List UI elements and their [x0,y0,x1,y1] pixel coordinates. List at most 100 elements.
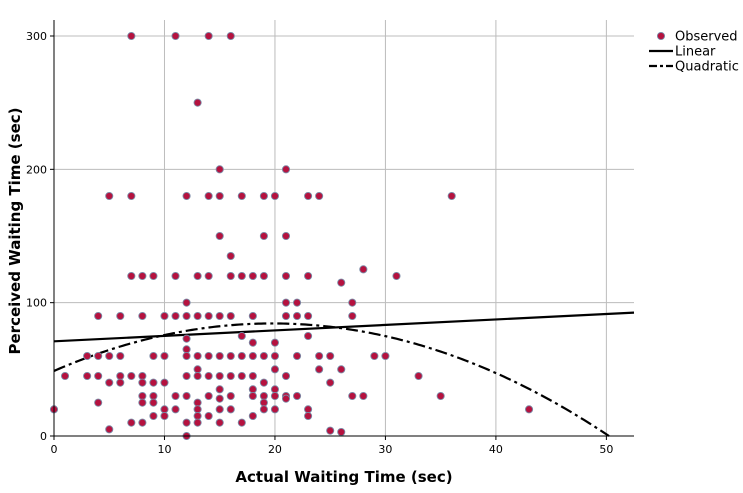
observed-point [281,298,291,307]
observed-point [215,351,224,361]
observed-point [193,365,202,374]
observed-point [226,405,235,414]
axes [50,20,634,440]
tick-labels: 0 10 20 30 40 50 0 100 200 300 [26,30,613,456]
observed-point [226,371,235,381]
observed-point [281,165,291,174]
observed-point [259,191,268,201]
observed-point [193,271,202,281]
observed-point [315,191,324,201]
observed-point [248,338,257,347]
observed-point [281,371,291,381]
legend-observed-marker [656,31,666,41]
observed-point [171,311,180,321]
observed-point [226,351,235,361]
observed-point [215,394,224,403]
observed-point [127,31,136,41]
observed-point [138,271,147,281]
fit-lines [53,311,635,437]
observed-point [83,351,92,361]
observed-point [215,371,224,381]
observed-point [270,385,280,394]
observed-point [94,398,103,407]
observed-point [204,371,213,381]
observed-point [348,391,357,401]
y-tick-label: 300 [26,30,47,43]
quadratic-fit-line [53,322,610,437]
legend-label: Quadratic [675,60,739,75]
x-tick-label: 30 [378,443,392,456]
observed-point [171,271,180,281]
observed-point [204,191,213,201]
observed-point [281,311,291,321]
observed-point [292,391,302,401]
observed-point [138,418,147,427]
observed-point [127,271,136,281]
observed-point [292,298,302,307]
observed-point [215,165,224,174]
observed-point [270,391,280,401]
observed-point [193,98,202,107]
observed-point [237,418,246,427]
observed-point [204,271,213,281]
observed-point [237,271,246,281]
observed-point [270,365,280,374]
observed-point [248,351,257,361]
observed-point [127,371,136,381]
observed-point [259,351,268,361]
observed-point [326,378,335,387]
linear-fit-line [53,311,635,343]
observed-point [281,271,291,281]
observed-point [116,371,125,381]
observed-point [94,371,103,381]
observed-point [270,351,280,361]
observed-point [392,271,401,281]
observed-point [149,378,158,387]
observed-point [160,378,169,387]
observed-point [348,311,357,321]
observed-point [359,391,368,401]
observed-point [116,311,125,321]
observed-point [138,371,147,381]
observed-point [193,351,202,361]
observed-point [204,391,213,401]
observed-point [226,271,235,281]
observed-point [304,271,313,281]
observed-point [304,311,313,321]
x-tick-label: 10 [157,443,171,456]
observed-point [304,191,313,201]
grid-lines [54,20,634,436]
observed-point [215,385,224,394]
observed-point [138,398,147,407]
observed-point [171,391,180,401]
observed-point [160,351,169,361]
observed-point [193,371,202,381]
observed-point [182,345,191,354]
observed-point [160,411,169,421]
observed-point [149,391,158,401]
observed-point [160,405,169,414]
observed-point [204,311,213,321]
observed-point [215,231,224,241]
observed-point [259,398,268,407]
legend-label: Observed [675,30,738,45]
observed-point [370,351,379,361]
observed-point [259,405,268,414]
observed-point [270,405,280,414]
observed-point [304,405,313,414]
observed-point [149,398,158,407]
x-tick-label: 0 [51,443,58,456]
observed-point [248,391,257,401]
observed-point [524,405,534,414]
observed-point [171,405,180,414]
observed-point [248,271,257,281]
observed-point [182,298,191,307]
observed-point [215,405,224,414]
observed-points [49,31,534,441]
observed-point [105,425,114,434]
observed-point [182,371,191,381]
observed-point [193,311,202,321]
observed-point [292,311,302,321]
